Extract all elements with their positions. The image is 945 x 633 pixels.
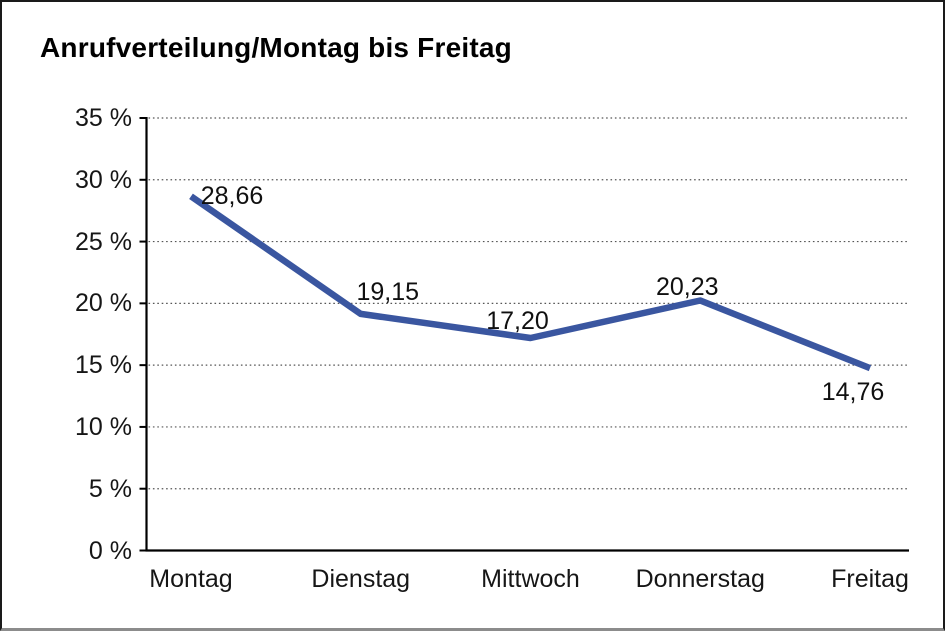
y-axis-tick-label: 25 % (75, 228, 132, 256)
y-axis-tick-label: 5 % (88, 475, 132, 503)
y-axis-tick-label: 0 % (88, 537, 132, 565)
data-point-label: 28,66 (200, 182, 264, 211)
data-point-label: 20,23 (655, 272, 719, 301)
x-axis-category-label: Montag (149, 565, 233, 593)
y-axis-tick-label: 15 % (75, 351, 132, 379)
y-axis-tick-label: 30 % (75, 166, 132, 194)
x-axis-category-label: Donnerstag (635, 565, 765, 593)
data-point-label: 17,20 (486, 306, 549, 335)
data-point-label: 19,15 (356, 277, 420, 306)
chart-title: Anrufverteilung/Montag bis Freitag (40, 32, 512, 63)
x-axis-category-label: Dienstag (311, 565, 411, 593)
data-series-line (189, 193, 872, 372)
x-axis-category-label: Mittwoch (481, 565, 580, 593)
data-point-label: 14,76 (821, 378, 885, 407)
y-axis-tick-label: 10 % (75, 413, 132, 441)
x-axis-category-label: Freitag (831, 565, 909, 593)
y-axis-tick-label: 35 % (75, 104, 132, 132)
y-axis-tick-label: 20 % (75, 289, 132, 317)
